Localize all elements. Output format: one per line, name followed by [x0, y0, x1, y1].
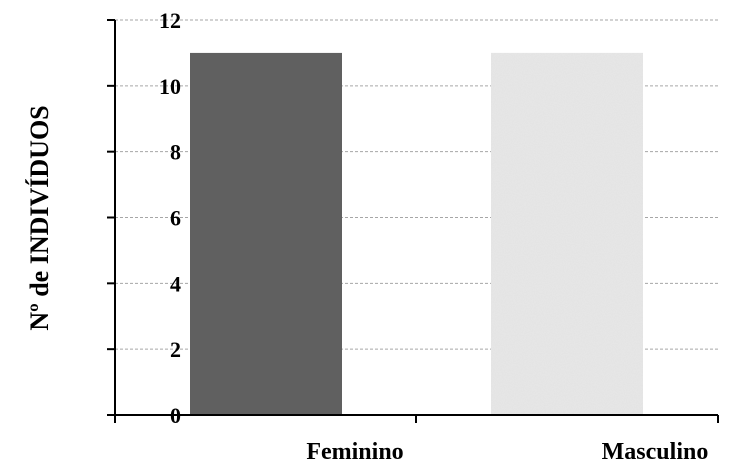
y-tick-label: 10: [159, 74, 181, 99]
y-tick-label: 0: [170, 403, 181, 428]
category-labels: Feminino Masculino: [306, 439, 708, 465]
category-label-feminino: Feminino: [306, 439, 403, 465]
category-label-masculino: Masculino: [602, 439, 709, 465]
bar-masculino: [491, 52, 643, 416]
bars: [190, 52, 643, 416]
y-axis-label: Nº de INDIVÍDUOS: [25, 105, 54, 330]
y-tick-label: 4: [170, 271, 181, 296]
y-tick-labels: 0 2 4 6 8 10 12: [159, 8, 181, 428]
axes: [107, 19, 719, 423]
y-tick-label: 8: [170, 140, 181, 165]
y-tick-label: 2: [170, 337, 181, 362]
bar-feminino: [190, 52, 342, 416]
y-tick-label: 6: [170, 206, 181, 231]
y-tick-label: 12: [159, 8, 181, 33]
